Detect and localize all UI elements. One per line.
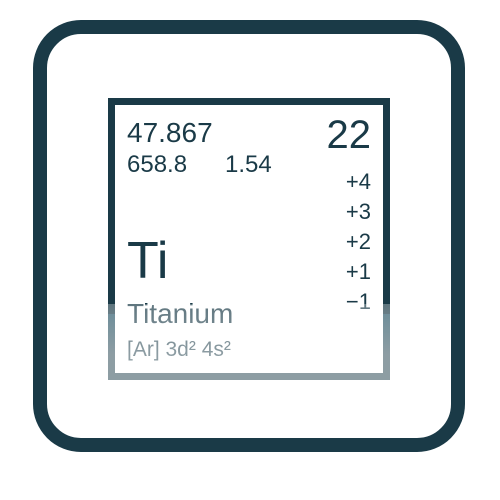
element-tile: 47.867 658.8 1.54 22 Ti Titanium [Ar] 3d… bbox=[108, 98, 390, 380]
element-symbol: Ti bbox=[127, 235, 168, 287]
electron-config: [Ar] 3d² 4s² bbox=[127, 339, 231, 360]
oxidation-state: +1 bbox=[346, 261, 371, 283]
oxidation-state: +2 bbox=[346, 231, 371, 253]
oxidation-state: +3 bbox=[346, 201, 371, 223]
secondary-value: 658.8 bbox=[127, 153, 187, 177]
element-name: Titanium bbox=[127, 300, 233, 328]
atomic-number: 22 bbox=[327, 115, 372, 155]
atomic-mass: 47.867 bbox=[127, 119, 213, 147]
electronegativity: 1.54 bbox=[225, 153, 272, 177]
oxidation-state: −1 bbox=[346, 291, 371, 313]
oxidation-state: +4 bbox=[346, 171, 371, 193]
